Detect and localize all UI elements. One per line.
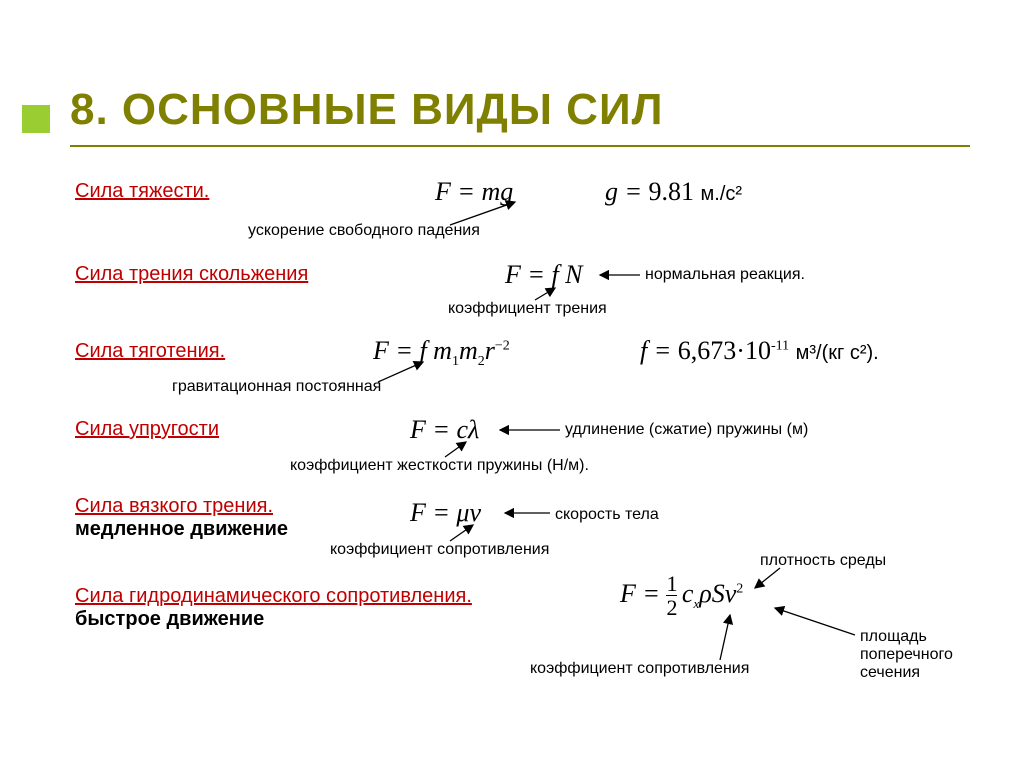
accent-bullet [22,105,50,133]
elastic-note-c: коэффициент жесткости пружины (Н/м). [290,457,589,475]
friction-name: Сила трения скольжения [75,263,308,286]
hydro-sub: быстрое движение [75,608,264,631]
gravitation-formula: F = f m1m2r−2 [373,336,510,370]
viscous-formula: F = μv [410,498,481,528]
gravitation-name: Сила тяготения. [75,340,225,363]
viscous-sub: медленное движение [75,518,288,541]
gravity-formula: F = mg [435,177,513,207]
hydro-note-cx: коэффициент сопротивления [530,660,749,678]
viscous-note-v: скорость тела [555,506,659,524]
viscous-name: Сила вязкого трения. [75,495,273,518]
viscous-note-mu: коэффициент сопротивления [330,541,549,559]
friction-note-f: коэффициент трения [448,300,607,318]
gravitation-constant: f = 6,673·10-11 м³/(кг с²). [640,336,879,366]
friction-note-N: нормальная реакция. [645,266,805,284]
title-underline [70,145,970,147]
gravitation-note-f: гравитационная постоянная [172,378,381,396]
elastic-name: Сила упругости [75,418,219,441]
elastic-note-lambda: удлинение (сжатие) пружины (м) [565,421,808,439]
hydro-formula: F = 1 2 cxρSv2 [620,575,743,621]
elastic-formula: F = cλ [410,415,479,445]
hydro-name: Сила гидродинамического сопротивления. [75,585,472,608]
gravity-name: Сила тяжести. [75,180,209,203]
gravity-note-g: ускорение свободного падения [248,222,480,240]
gravity-constant: g = 9.81 м./с² [605,177,742,207]
page-title: 8. ОСНОВНЫЕ ВИДЫ СИЛ [70,85,663,135]
hydro-note-rho: плотность среды [760,552,886,570]
friction-formula: F = f N [505,260,583,290]
hydro-note-S: площадь поперечного сечения [860,628,970,682]
